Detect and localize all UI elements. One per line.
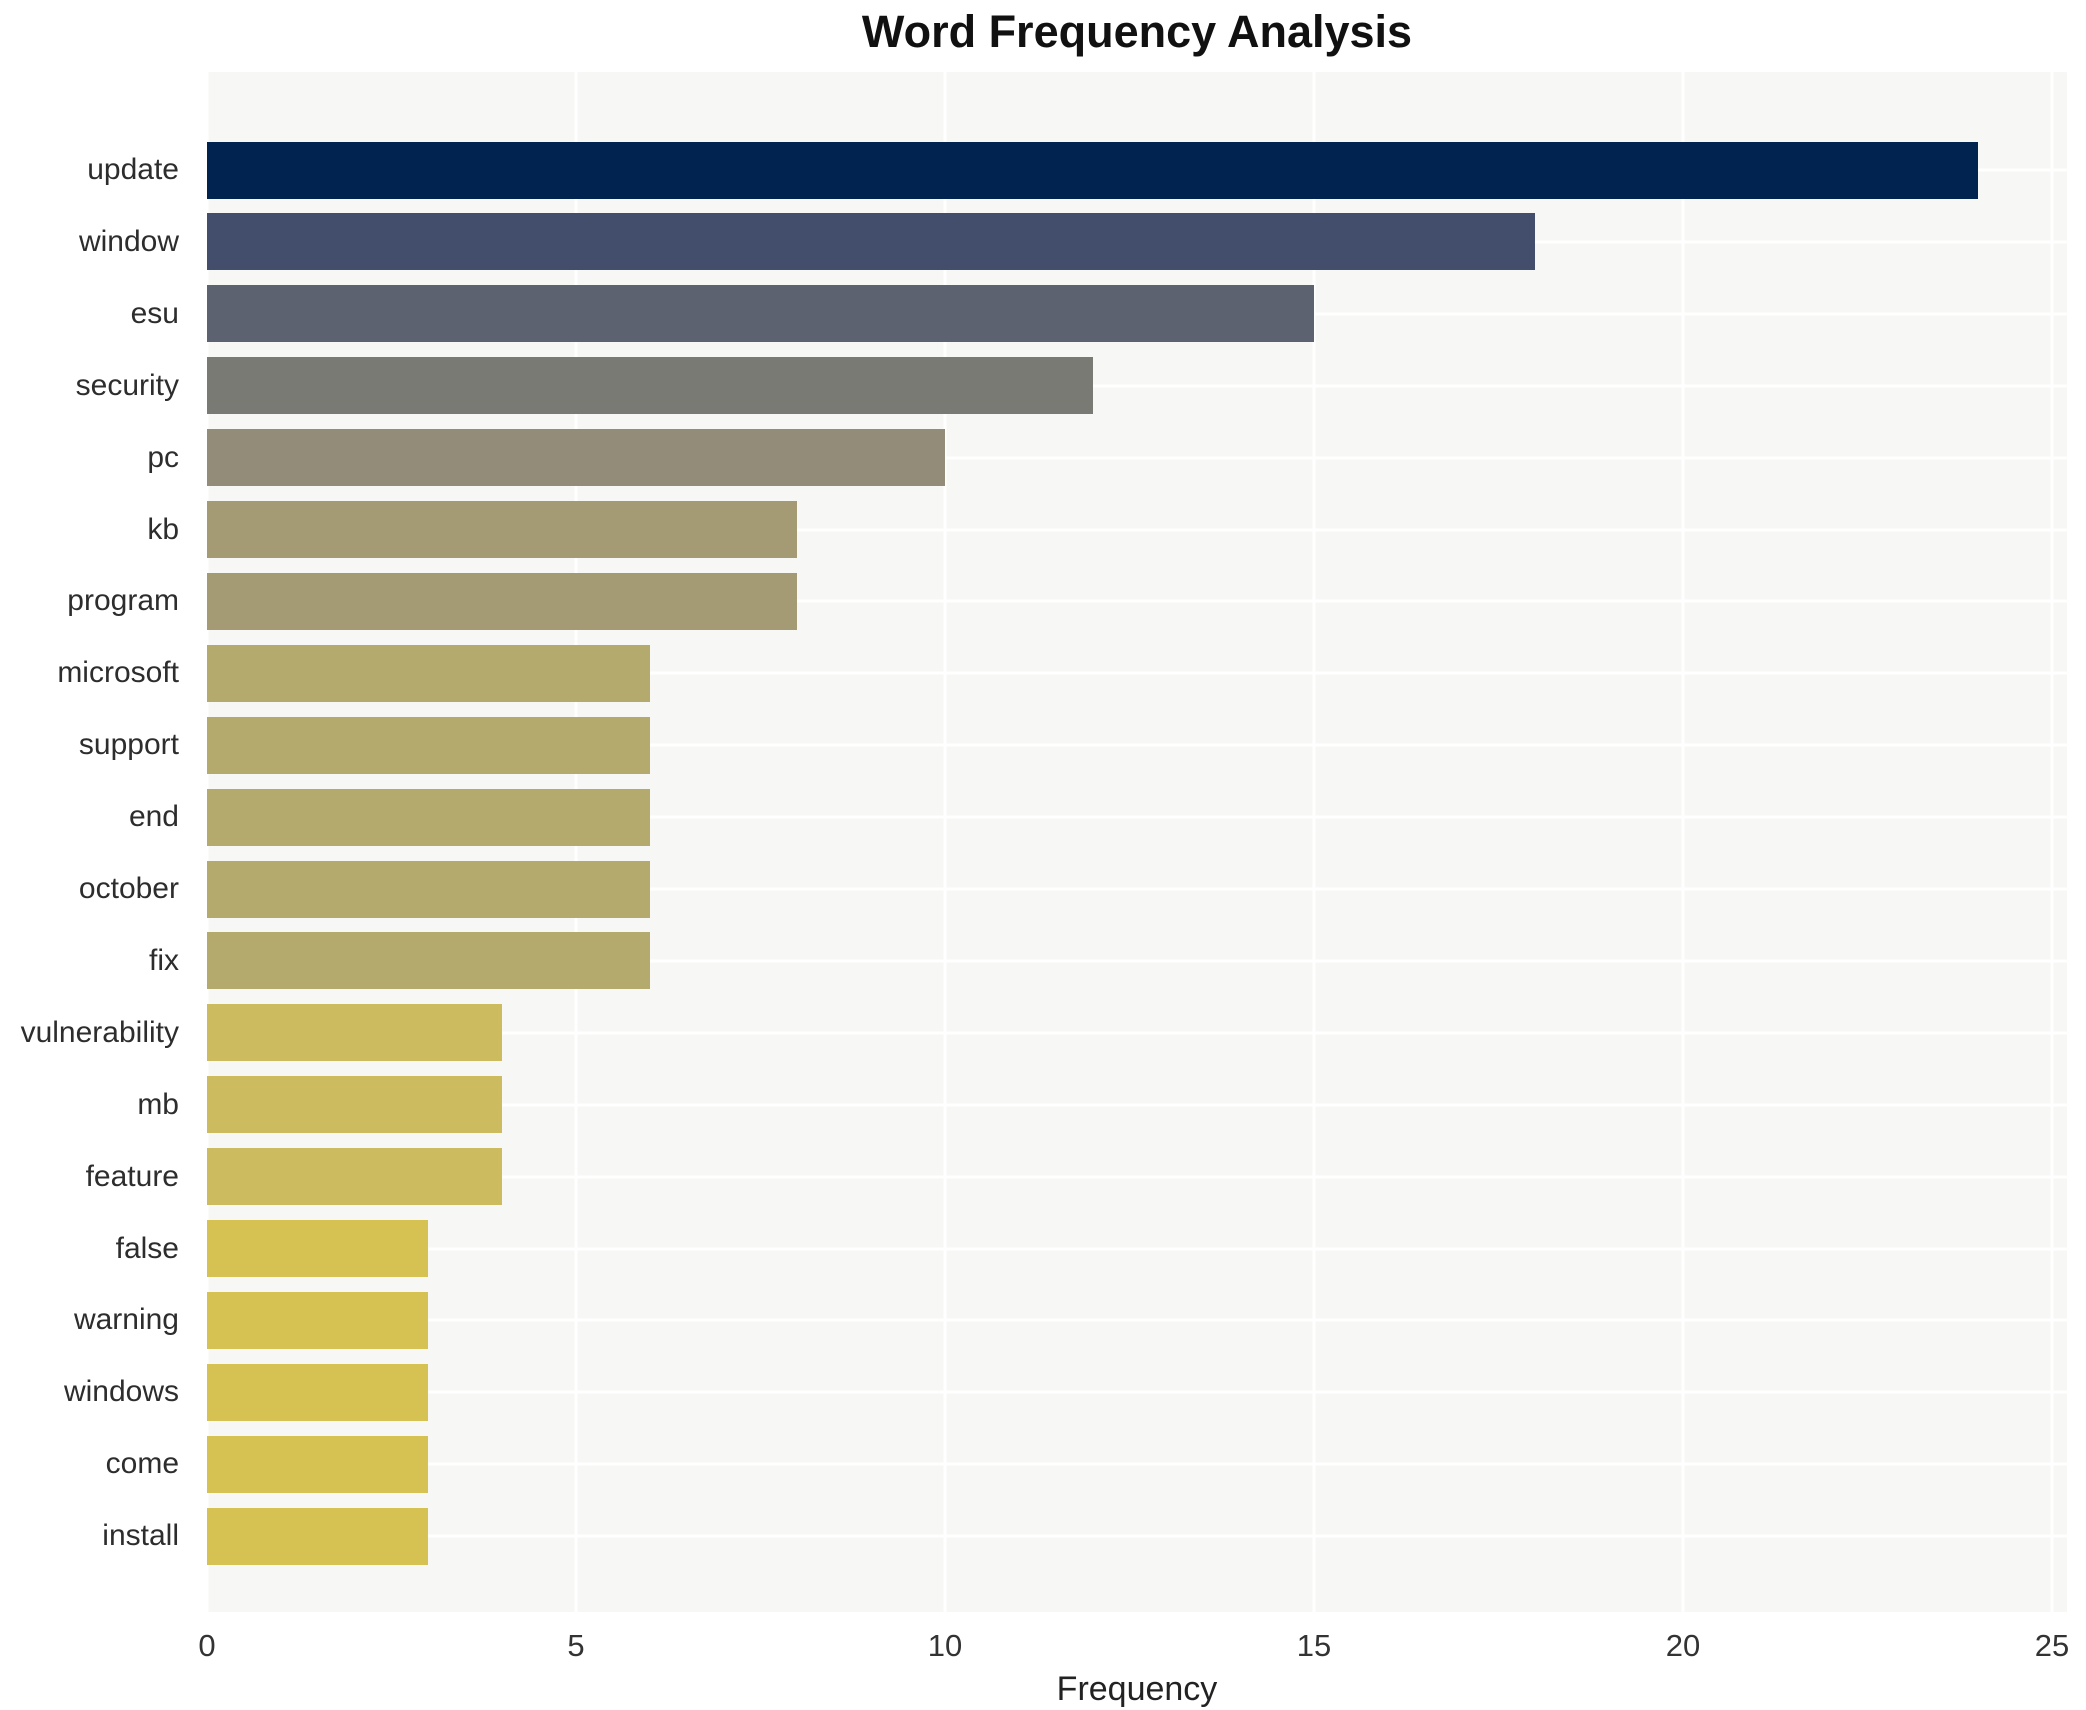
category-label-security: security [75,368,179,402]
gridline-row-install [207,1534,2067,1538]
gridline-row-come [207,1462,2067,1466]
category-label-mb: mb [137,1087,179,1121]
gridline-row-october [207,887,2067,891]
bar-warning [207,1291,429,1349]
bar-windows [207,1363,429,1421]
category-label-update: update [87,153,179,186]
category-label-program: program [67,584,179,618]
bar-kb [207,501,798,558]
bar-october [207,860,650,918]
category-label-october: october [78,872,179,905]
category-label-feature: feature [85,1159,179,1193]
bar-come [207,1435,429,1493]
bar-update [207,141,1979,199]
plot-area [205,72,2067,1612]
x-tick-label-15: 15 [1296,1628,1332,1663]
bar-window [207,213,1536,271]
category-label-esu: esu [130,296,179,330]
gridline-row-feature [207,1175,2067,1179]
bar-false [207,1220,429,1277]
gridline-row-end [207,815,2067,819]
bar-feature [207,1148,503,1206]
chart-title: Word Frequency Analysis [861,6,1413,57]
gridline-x-20 [1681,72,1685,1612]
bar-esu [207,285,1314,343]
x-tick-label-25: 25 [2034,1628,2070,1663]
x-tick-label-0: 0 [198,1628,216,1663]
category-label-pc: pc [147,440,179,474]
category-label-end: end [128,800,179,834]
bar-install [207,1507,429,1565]
gridline-row-kb [207,528,2067,531]
category-label-window: window [78,224,179,258]
category-label-microsoft: microsoft [57,656,179,690]
category-axis: update window esu security pc kb program micros… [0,0,193,1710]
gridline-x-25 [2050,72,2054,1612]
bar-vulnerability [207,1004,503,1062]
bar-support [207,716,650,774]
category-label-come: come [105,1447,179,1481]
bar-microsoft [207,644,650,702]
category-label-windows: windows [63,1375,179,1409]
gridline-row-microsoft [207,671,2067,675]
bar-end [207,788,650,846]
category-label-support: support [78,728,179,762]
x-axis-title: Frequency [1056,1670,1218,1708]
bar-fix [207,932,650,990]
bar-pc [207,429,945,487]
category-label-install: install [102,1519,179,1553]
gridline-row-program [207,599,2067,603]
x-tick-label-10: 10 [927,1628,963,1663]
gridline-row-fix [207,959,2067,963]
x-tick-label-20: 20 [1665,1628,1701,1663]
bar-mb [207,1076,503,1134]
category-label-fix: fix [149,943,179,977]
bar-program [207,572,798,630]
gridline-row-warning [207,1318,2067,1322]
gridline-row-security [207,384,2067,388]
category-label-vulnerability: vulnerability [20,1015,179,1049]
gridline-row-false [207,1247,2067,1250]
gridline-row-windows [207,1390,2067,1394]
bar-security [207,357,1093,415]
gridline-row-support [207,743,2067,747]
gridline-row-mb [207,1103,2067,1107]
gridline-row-vulnerability [207,1031,2067,1035]
gridline-x-15 [1312,72,1316,1612]
category-label-warning: warning [73,1303,179,1337]
category-label-false: false [115,1231,179,1265]
gridline-row-pc [207,456,2067,460]
category-label-kb: kb [147,512,179,546]
x-tick-label-5: 5 [567,1628,585,1663]
gridline-x-10 [943,72,947,1612]
